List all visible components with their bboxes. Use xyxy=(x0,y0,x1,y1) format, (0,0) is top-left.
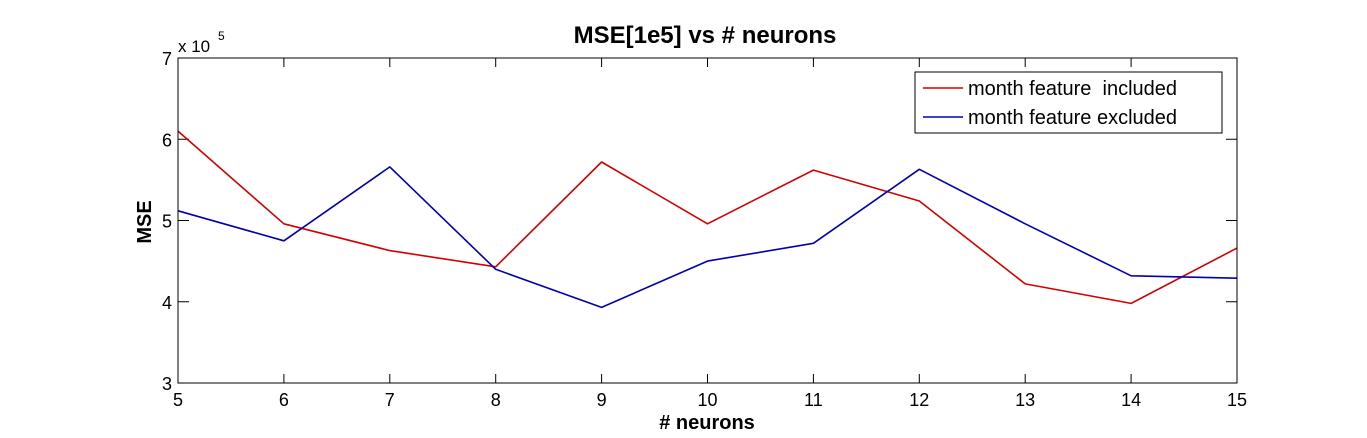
x-tick-label: 7 xyxy=(385,390,395,410)
x-tick-label: 8 xyxy=(491,390,501,410)
x-tick-label: 13 xyxy=(1015,390,1035,410)
x-tick-label: 12 xyxy=(909,390,929,410)
axis-tick-labels: 5 6 7 8 9 10 11 12 13 14 15 3 4 5 6 7 xyxy=(162,49,1247,410)
y-multiplier-exponent: 5 xyxy=(218,29,225,43)
plot-frame xyxy=(177,57,1238,384)
legend: month feature included month feature exc… xyxy=(914,71,1223,134)
x-tick-label: 5 xyxy=(173,390,183,410)
x-tick-label: 10 xyxy=(697,390,717,410)
chart-title: MSE[1e5] vs # neurons xyxy=(574,22,837,49)
y-tick-label: 4 xyxy=(162,293,172,313)
x-tick-label: 9 xyxy=(597,390,607,410)
legend-box xyxy=(914,71,1223,134)
legend-label-excluded: month feature excluded xyxy=(968,107,1177,129)
x-tick-label: 6 xyxy=(279,390,289,410)
x-axis-label: # neurons xyxy=(659,412,755,434)
y-axis-multiplier: x 10 5 xyxy=(178,29,225,56)
plot-lines xyxy=(177,130,1238,309)
y-tick-label: 6 xyxy=(162,130,172,150)
x-tick-label: 11 xyxy=(804,390,823,410)
x-tick-label: 15 xyxy=(1227,390,1247,410)
y-multiplier-base: x 10 xyxy=(178,37,210,56)
legend-label-included: month feature included xyxy=(968,78,1177,100)
y-tick-label: 7 xyxy=(162,49,172,69)
y-tick-label: 5 xyxy=(162,212,172,232)
y-tick-label: 3 xyxy=(162,374,172,394)
series-line-included xyxy=(177,130,1238,305)
series-line-excluded xyxy=(177,166,1238,309)
x-tick-label: 14 xyxy=(1121,390,1141,410)
y-axis-label: MSE xyxy=(134,200,156,243)
